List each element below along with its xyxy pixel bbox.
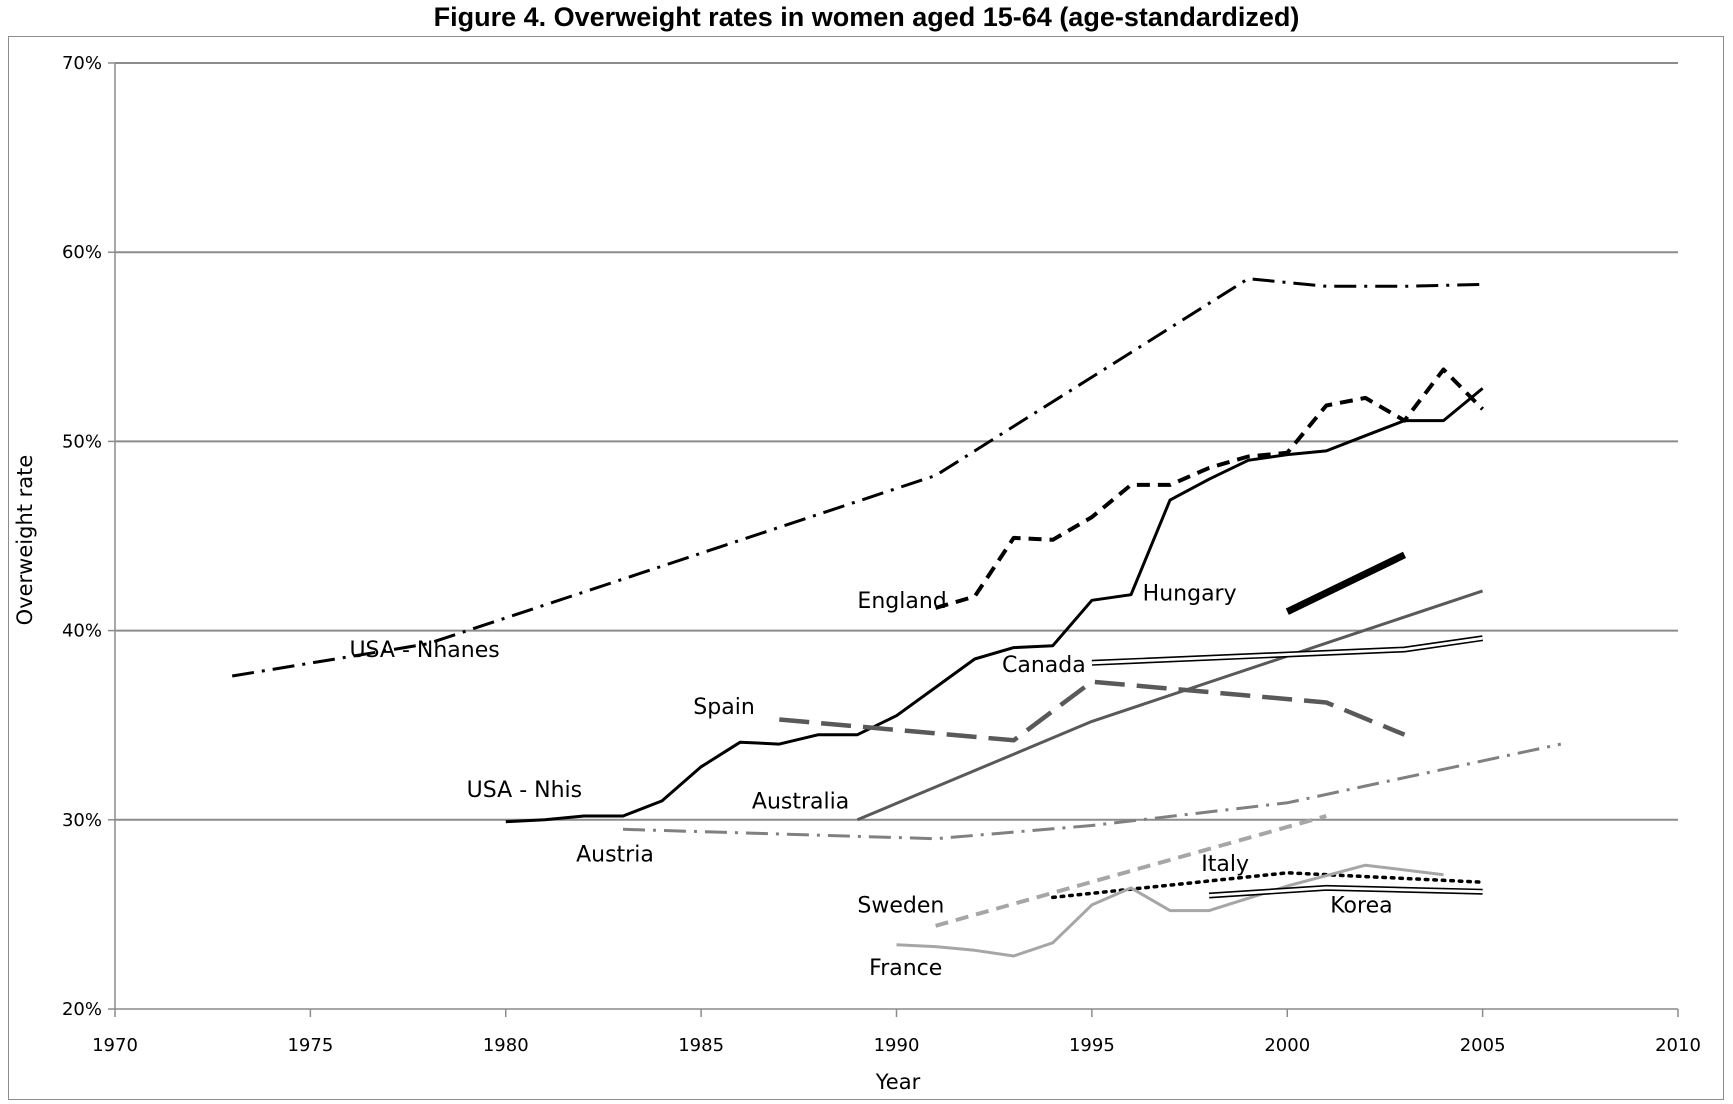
x-tick-label: 1980 bbox=[483, 1035, 529, 1056]
y-tick-label: 70% bbox=[62, 53, 102, 74]
x-tick-label: 1970 bbox=[92, 1035, 138, 1056]
x-tick-label: 2010 bbox=[1655, 1035, 1701, 1056]
series-label-spain: Spain bbox=[693, 695, 754, 720]
usa-nhis-line bbox=[505, 387, 1484, 824]
x-axis-label: Year bbox=[875, 1070, 921, 1094]
england-line bbox=[935, 367, 1485, 610]
y-axis-label: Overweight rate bbox=[13, 455, 37, 626]
series-label-austria: Austria bbox=[576, 842, 654, 867]
series-label-usa-nhis: USA - Nhis bbox=[467, 778, 582, 803]
x-tick-label: 2005 bbox=[1460, 1035, 1506, 1056]
series-label-korea: Korea bbox=[1330, 894, 1392, 919]
usa-nhanes-line bbox=[231, 277, 1483, 678]
series-label-sweden: Sweden bbox=[857, 894, 944, 919]
x-tick-label: 1990 bbox=[874, 1035, 920, 1056]
chart-title: Figure 4. Overweight rates in women aged… bbox=[433, 2, 1300, 32]
australia-line bbox=[856, 589, 1484, 822]
x-tick-label: 1995 bbox=[1069, 1035, 1115, 1056]
sweden-line bbox=[935, 814, 1327, 928]
y-tick-label: 50% bbox=[62, 431, 102, 452]
hungary-line bbox=[1285, 551, 1407, 615]
y-tick-label: 30% bbox=[62, 810, 102, 831]
series-label-australia: Australia bbox=[752, 789, 849, 814]
series-labels: USA - Nhanes England USA - Nhis Hungary Aust… bbox=[349, 581, 1392, 981]
x-tick-label: 1975 bbox=[287, 1035, 333, 1056]
x-tick-label: 1985 bbox=[678, 1035, 724, 1056]
series-label-hungary: Hungary bbox=[1143, 581, 1237, 606]
series-lines bbox=[231, 277, 1562, 958]
canada-line-inner bbox=[1091, 636, 1483, 665]
series-label-canada: Canada bbox=[1002, 653, 1086, 678]
y-tick-label: 20% bbox=[62, 999, 102, 1020]
spain-line bbox=[779, 679, 1406, 743]
y-tick-label: 60% bbox=[62, 242, 102, 263]
france-line bbox=[896, 863, 1444, 958]
y-tick-label: 40% bbox=[62, 621, 102, 642]
axes: 20% 30% 40% 50% 60% 70% 1970 1975 1980 1985 1990 19… bbox=[62, 53, 1701, 1056]
series-label-usa-nhanes: USA - Nhanes bbox=[349, 638, 499, 663]
series-label-italy: Italy bbox=[1201, 852, 1249, 877]
korea-line-inner bbox=[1209, 886, 1483, 897]
gridlines bbox=[115, 62, 1678, 821]
series-label-england: England bbox=[857, 589, 946, 614]
austria-line bbox=[622, 742, 1562, 841]
x-tick-label: 2000 bbox=[1264, 1035, 1310, 1056]
series-label-france: France bbox=[869, 956, 942, 981]
chart-frame bbox=[8, 36, 1724, 1100]
